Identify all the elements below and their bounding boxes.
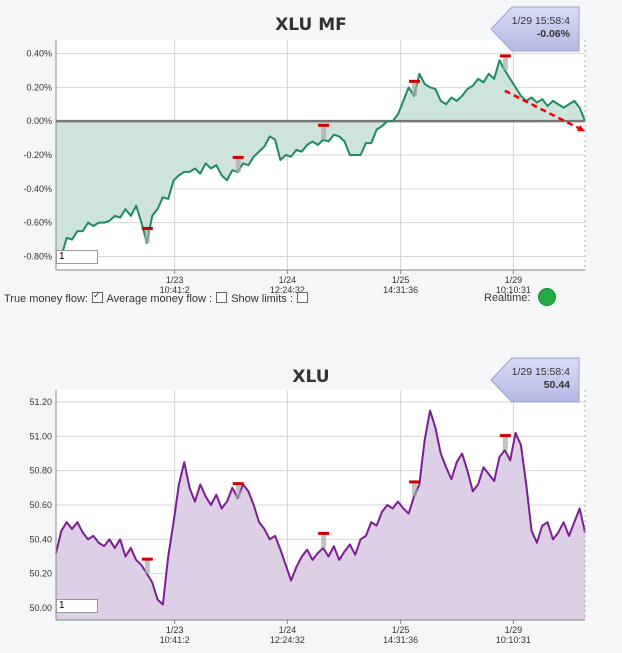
event-marker[interactable] (409, 480, 421, 484)
chart-title: XLU (292, 367, 330, 387)
y-tick-label: 0.20% (26, 82, 52, 92)
x-tick-date: 1/23 (166, 625, 184, 635)
price-chart-panel: XLU 51.20 51.00 50.80 50.60 50.40 50.20 50.00 1… (0, 355, 622, 653)
event-marker-stem (144, 228, 150, 243)
y-tick-label: 0.00% (26, 116, 52, 126)
x-tick-time: 12:24:32 (270, 285, 305, 295)
y-tick-label: -0.60% (23, 218, 52, 228)
event-marker[interactable] (141, 557, 153, 561)
money-flow-chart-panel: XLU MF 0.40% 0.20% 0.00% -0.20% -0.40% -0.60%… (0, 0, 622, 320)
y-tick-label: -0.20% (23, 150, 52, 160)
x-tick-time: 14:31:36 (383, 635, 418, 645)
period-input[interactable] (56, 599, 98, 613)
realtime-label: Realtime: (484, 292, 531, 304)
series-area (56, 60, 585, 260)
x-tick-date: 1/29 (505, 275, 523, 285)
show-limits-label: Show limits : (231, 293, 293, 305)
money-flow-chart[interactable]: 0.40% 0.20% 0.00% -0.20% -0.40% -0.60% -0.80% 1… (0, 0, 622, 320)
true-money-flow-checkbox[interactable] (92, 290, 104, 303)
event-marker-stem (321, 125, 327, 140)
x-tick-time: 12:24:32 (270, 635, 305, 645)
x-tick-time: 14:31:36 (383, 285, 418, 295)
x-tick-time: 10:10:31 (496, 635, 531, 645)
chart-title: XLU MF (275, 15, 347, 35)
realtime-status-icon[interactable] (538, 288, 556, 306)
y-tick-label: 50.80 (29, 466, 52, 476)
callout-arrow-icon (490, 357, 580, 403)
y-tick-label: 50.00 (29, 603, 52, 613)
y-tick-label: 50.60 (29, 500, 52, 510)
event-marker-stem (502, 436, 508, 451)
event-marker-stem (412, 81, 418, 96)
x-tick-time: 10:41:2 (160, 285, 190, 295)
callout-value: -0.06% (536, 28, 570, 40)
x-tick-date: 1/23 (166, 275, 184, 285)
y-tick-label: -0.40% (23, 184, 52, 194)
callout-time: 1/29 15:58:4 (511, 366, 570, 378)
x-tick-date: 1/24 (279, 625, 297, 635)
series-area (56, 410, 585, 620)
y-tick-label: 51.20 (29, 397, 52, 407)
trend-arrow-line (504, 89, 586, 133)
y-tick-label: 50.20 (29, 569, 52, 579)
period-input[interactable] (56, 250, 98, 264)
y-tick-label: 0.40% (26, 49, 52, 59)
x-tick-time: 10:41:2 (160, 635, 190, 645)
value-callout: 1/29 15:58:4 -0.06% (490, 6, 580, 52)
event-marker[interactable] (141, 226, 153, 230)
y-tick-label: -0.80% (23, 251, 52, 261)
event-marker[interactable] (318, 531, 330, 535)
event-marker[interactable] (232, 482, 244, 486)
callout-value: 50.44 (543, 379, 570, 391)
x-tick-date: 1/25 (392, 275, 410, 285)
series-line (55, 409, 586, 606)
event-marker-stem (321, 533, 327, 548)
event-marker[interactable] (318, 123, 330, 127)
show-limits-checkbox[interactable] (297, 292, 308, 303)
price-chart[interactable]: 51.2051.0050.8050.6050.4050.2050.001/231… (0, 355, 622, 653)
event-marker[interactable] (409, 79, 421, 83)
event-marker[interactable] (499, 434, 511, 438)
event-marker-stem (502, 56, 508, 71)
event-marker-stem (235, 484, 241, 499)
x-tick-date: 1/29 (505, 625, 523, 635)
average-money-flow-checkbox[interactable] (216, 292, 228, 303)
event-marker-stem (144, 559, 150, 574)
event-marker-stem (235, 157, 241, 172)
true-money-flow-label: True money flow: (4, 293, 88, 305)
event-marker[interactable] (499, 54, 511, 58)
average-money-flow-label: Average money flow : (106, 293, 213, 305)
callout-arrow-icon (490, 6, 580, 52)
y-tick-label: 50.40 (29, 534, 52, 544)
trend-arrow-head-icon (577, 124, 585, 132)
value-callout: 1/29 15:58:4 50.44 (490, 357, 580, 403)
x-tick-date: 1/24 (279, 275, 297, 285)
x-tick-time: 10:10:31 (496, 285, 531, 295)
event-marker-stem (412, 482, 418, 497)
series-line (55, 59, 586, 261)
event-marker[interactable] (232, 155, 244, 159)
x-tick-date: 1/25 (392, 625, 410, 635)
chart-controls: True money flow: Average money flow : Sh… (4, 290, 309, 305)
y-tick-label: 51.00 (29, 431, 52, 441)
callout-time: 1/29 15:58:4 (511, 15, 570, 27)
